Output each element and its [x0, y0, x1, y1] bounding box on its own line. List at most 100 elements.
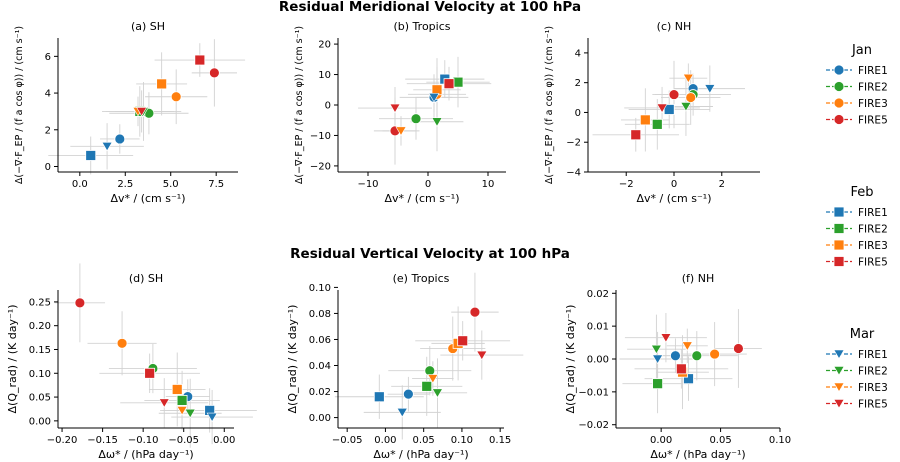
point-fire1-mar [206, 412, 218, 423]
y-tick-label: 0.04 [309, 361, 331, 372]
panel-3: (c) NH −2 0 2 −4 −2 0 2 4 Δv* / (cm s⁻¹) Δ(−∇·F_EP… [544, 20, 760, 205]
point-fire5-feb [443, 78, 455, 90]
x-tick-label: 0.10 [451, 435, 473, 446]
x-tick-label: 5.0 [163, 179, 179, 190]
y-tick-label: 6 [45, 52, 51, 63]
x-tick-label: −0.10 [128, 435, 159, 446]
point-fire3-feb [639, 114, 651, 126]
legend-marker-fire3 [833, 382, 845, 393]
panel-2: (b) Tropics −10 0 10 −20 −10 0 10 20 Δv* / (cm s⁻… [294, 20, 506, 205]
legend-label-fire3: FIRE3 [858, 98, 888, 110]
panel-title: (a) SH [131, 20, 165, 33]
point-fire3-jan [170, 91, 182, 103]
panel-title: (f) NH [682, 272, 714, 285]
point-fire1-jan [114, 133, 126, 145]
point-fire5-jan [208, 67, 220, 79]
point-fire5-jan [733, 343, 744, 354]
x-axis-label: Δω* / (hPa day⁻¹) [373, 448, 468, 461]
legend-marker-fire1 [833, 206, 845, 218]
y-tick-label: 0 [325, 101, 331, 112]
point-fire1-feb [373, 391, 385, 403]
x-tick-label: −10 [357, 179, 378, 190]
point-fire3-mar [176, 406, 188, 416]
y-tick-label: 0.15 [29, 345, 51, 356]
legend-marker-fire5 [833, 114, 845, 125]
legend-marker-fire5 [833, 399, 845, 409]
legend-label-fire2: FIRE2 [858, 82, 888, 94]
y-tick-label: 0.00 [309, 413, 331, 424]
legend-marker-fire3 [833, 239, 845, 251]
y-axis-label: Δ(Q_rad) / (K day⁻¹) [286, 305, 299, 414]
legend-label-fire1: FIRE1 [858, 207, 888, 219]
y-tick-label: 2 [575, 78, 581, 89]
y-tick-label: 0.10 [309, 283, 331, 294]
point-fire1-mar [101, 142, 113, 152]
panel-4: (d) SH −0.20 −0.15 −0.10 −0.05 0.00 0.00 0.05 0.… [6, 263, 257, 461]
y-tick-label: 0.20 [29, 321, 51, 332]
y-tick-label: 0.02 [309, 387, 331, 398]
row-title-meridional: Residual Meridional Velocity at 100 hPa [279, 0, 581, 15]
y-tick-label: 0.06 [309, 335, 331, 346]
x-tick-label: 0 [425, 179, 431, 190]
x-tick-label: −0.20 [47, 435, 78, 446]
x-tick-label: −0.15 [87, 435, 118, 446]
point-fire3-mar [681, 341, 693, 351]
point-fire3-jan [709, 348, 721, 360]
point-fire1-mar [396, 408, 408, 418]
panel-title: (c) NH [657, 20, 692, 33]
point-fire2-jan [424, 365, 436, 377]
point-fire2-mar [650, 344, 662, 355]
x-tick-label: 0.15 [489, 435, 511, 446]
panels-group: (a) SH 0.0 2.5 5.0 7.5 0 2 4 6 Δv* / (cm s⁻¹) Δ(−∇… [6, 20, 791, 461]
y-tick-label: 0 [45, 162, 51, 173]
point-fire5-mar [660, 333, 672, 343]
y-tick-label: 20 [318, 40, 331, 51]
legend-label-fire5: FIRE5 [858, 399, 888, 411]
point-fire5-mar [389, 103, 401, 114]
legend-marker-fire2 [833, 223, 845, 234]
x-tick-label: 0 [671, 179, 677, 190]
legend-label-fire2: FIRE2 [858, 366, 888, 378]
point-fire5-jan [469, 306, 481, 318]
point-fire2-feb [452, 76, 464, 88]
y-tick-label: 10 [318, 70, 331, 81]
y-axis-label: Δ(Q_rad) / (K day⁻¹) [564, 305, 577, 414]
point-fire1-feb [85, 150, 97, 161]
x-axis-label: Δv* / (cm s⁻¹) [384, 192, 459, 205]
point-fire3-jan [116, 337, 128, 349]
legend-title-feb: Feb [850, 185, 873, 200]
x-tick-label: −0.05 [168, 435, 199, 446]
legend-label-fire2: FIRE2 [858, 224, 888, 236]
x-tick-label: 2 [719, 179, 725, 190]
y-axis-label: Δ(−∇·F_EP / (f a cos φ)) / (cm s⁻¹) [544, 26, 555, 184]
panel-5: (e) Tropics−0.05 0.00 0.05 0.10 0.150.000.02… [286, 272, 524, 461]
point-fire1-feb [683, 373, 694, 385]
point-fire2-mar [184, 408, 196, 419]
panel-6: (f) NH 0.00 0.05 0.10 −0.02 −0.01 0.00 0.01 0.02… [564, 272, 791, 461]
row-title-vertical: Residual Vertical Velocity at 100 hPa [290, 246, 570, 262]
y-tick-label: 0.08 [309, 309, 331, 320]
point-fire1-jan [670, 350, 681, 362]
point-fire3-feb [171, 384, 183, 395]
x-tick-label: 10 [482, 179, 495, 190]
point-fire1-feb [663, 104, 675, 115]
y-tick-label: −4 [566, 168, 581, 179]
y-tick-label: 0.05 [29, 393, 51, 404]
legend-marker-fire5 [833, 256, 845, 267]
x-tick-label: 0.00 [374, 435, 396, 446]
point-fire5-feb [457, 335, 469, 347]
y-axis-label: Δ(−∇·F_EP / (f a cos φ)) / (cm s⁻¹) [14, 26, 25, 184]
legend-label-fire5: FIRE5 [858, 115, 888, 127]
y-tick-label: 4 [575, 48, 581, 59]
y-tick-label: −10 [310, 131, 331, 142]
x-tick-label: 0.05 [709, 435, 731, 446]
x-tick-label: 0.00 [213, 435, 235, 446]
x-tick-label: −2 [619, 179, 634, 190]
point-fire2-mar [431, 388, 443, 398]
point-fire2-mar [680, 102, 692, 112]
x-axis-label: Δv* / (cm s⁻¹) [636, 192, 711, 205]
x-tick-label: −0.05 [332, 435, 363, 446]
x-tick-label: 2.5 [117, 179, 133, 190]
point-fire3-mar [682, 73, 694, 84]
panel-title: (d) SH [129, 272, 163, 285]
